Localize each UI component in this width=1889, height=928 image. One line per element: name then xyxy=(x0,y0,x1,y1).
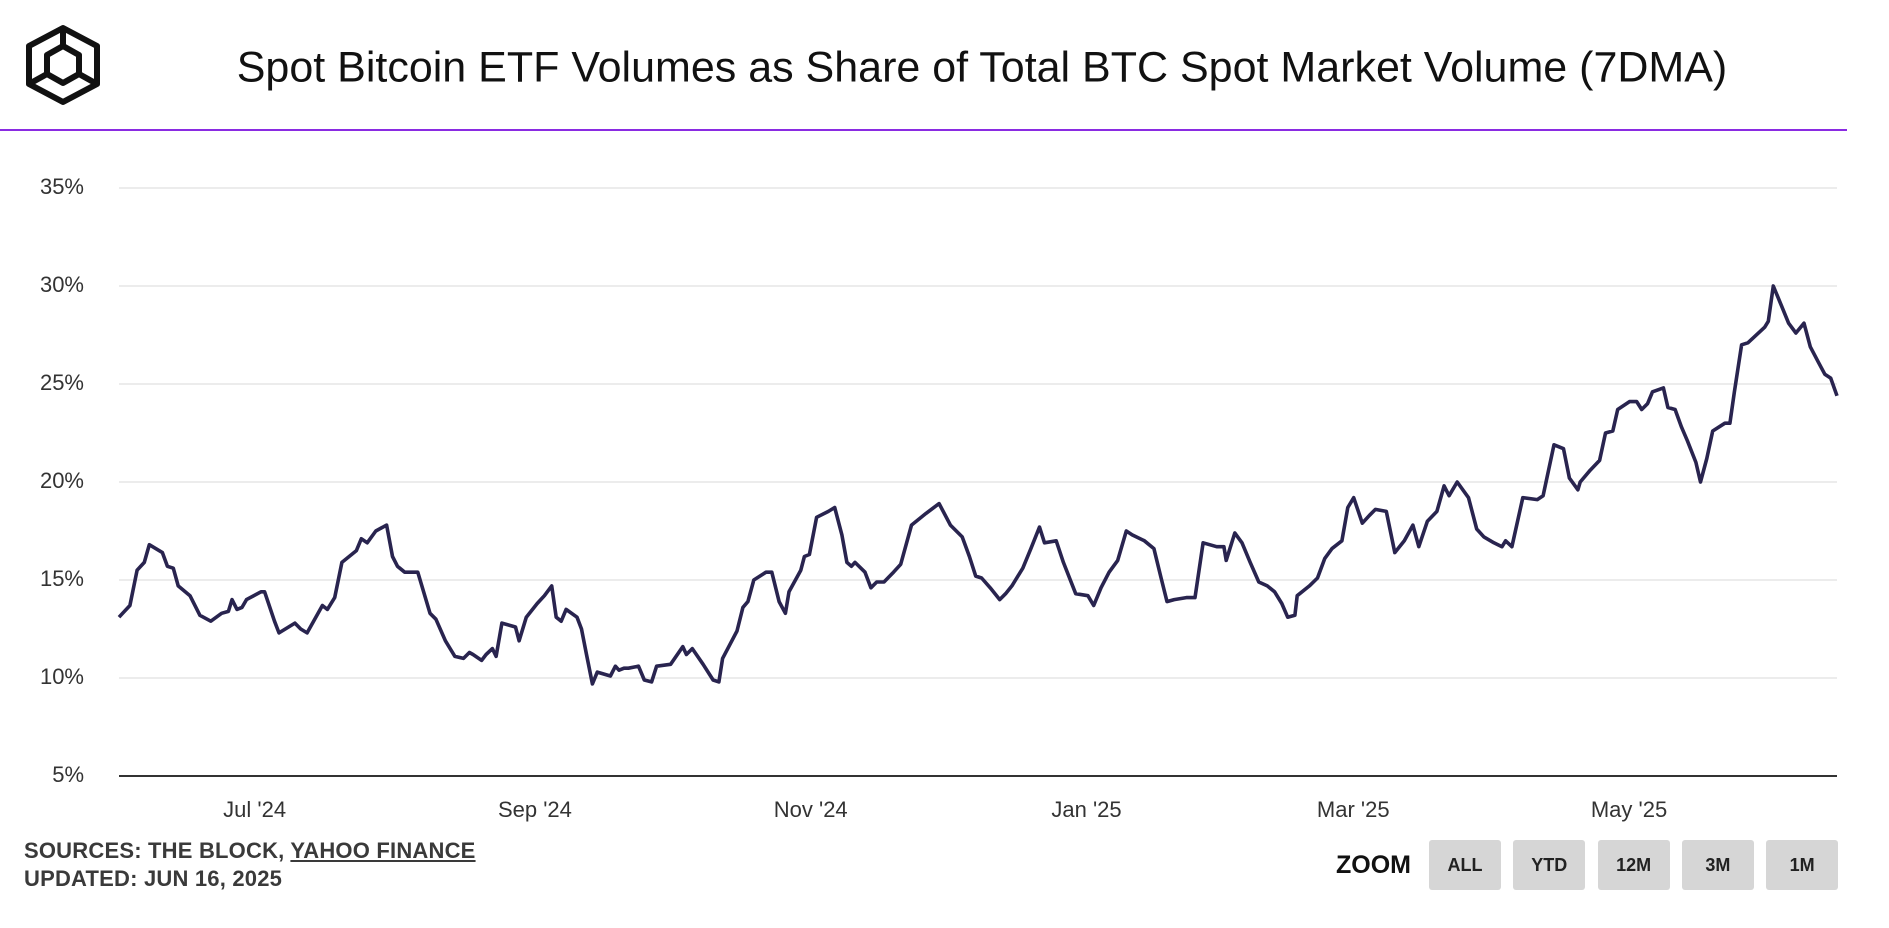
zoom-button[interactable]: 12M xyxy=(1597,840,1670,890)
x-tick-label: Jan '25 xyxy=(1051,797,1121,822)
x-tick-label: Jul '24 xyxy=(223,797,286,822)
logo xyxy=(26,25,100,105)
x-tick-label: Sep '24 xyxy=(498,797,572,822)
y-tick-label: 10% xyxy=(40,664,84,689)
x-tick-label: Mar '25 xyxy=(1317,797,1390,822)
data-line xyxy=(117,284,1839,686)
sources-text: SOURCES: THE BLOCK, xyxy=(24,838,285,863)
zoom-label: ZOOM xyxy=(1336,851,1411,879)
sources: SOURCES: THE BLOCK, YAHOO FINANCE xyxy=(24,838,476,864)
zoom-button[interactable]: YTD xyxy=(1513,840,1586,890)
zoom-button[interactable]: 3M xyxy=(1681,840,1754,890)
zoom-button[interactable]: ALL xyxy=(1429,840,1501,890)
updated: UPDATED: JUN 16, 2025 xyxy=(24,866,283,891)
x-tick-label: Nov '24 xyxy=(774,797,848,822)
y-tick-label: 5% xyxy=(52,762,84,787)
zoom-button[interactable]: 1M xyxy=(1766,840,1839,890)
y-tick-label: 15% xyxy=(40,566,84,591)
chart-title: Spot Bitcoin ETF Volumes as Share of Tot… xyxy=(237,43,1728,91)
x-tick-label: May '25 xyxy=(1591,797,1667,822)
sources-link[interactable]: YAHOO FINANCE xyxy=(290,838,476,863)
y-tick-label: 30% xyxy=(40,272,84,297)
y-tick-label: 20% xyxy=(40,468,84,493)
y-tick-label: 25% xyxy=(40,370,84,395)
y-tick-label: 35% xyxy=(40,174,84,199)
